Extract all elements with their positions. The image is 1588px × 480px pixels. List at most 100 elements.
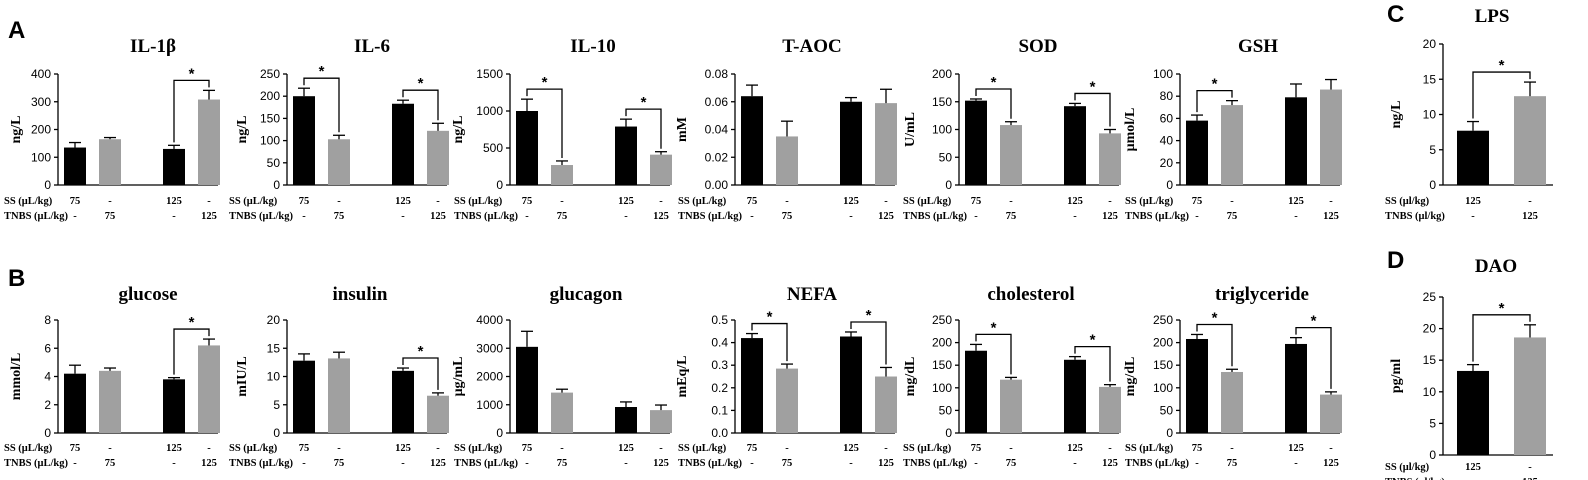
- y-axis-label: mg/dL: [1123, 357, 1138, 397]
- y-tick-label: 15: [267, 341, 281, 355]
- condition-label-ss: SS (μl/kg): [1385, 196, 1430, 207]
- condition-value: 75: [334, 458, 345, 469]
- bar-ss: [516, 346, 538, 433]
- chart-title: NEFA: [787, 284, 838, 305]
- y-tick-label: 0.02: [705, 150, 729, 164]
- condition-value: 125: [1522, 211, 1538, 222]
- condition-label-tnbs: TNBS (μL/kg): [903, 211, 968, 222]
- y-tick-label: 10: [267, 370, 281, 384]
- significance-star: *: [418, 343, 424, 360]
- bar-ss: [293, 96, 315, 185]
- bar-tnbs: [328, 358, 350, 433]
- y-tick-label: 20: [1160, 156, 1174, 170]
- condition-value: 75: [299, 443, 310, 454]
- condition-value: -: [207, 443, 211, 454]
- condition-value: 125: [1465, 196, 1481, 207]
- significance-bracket: [1295, 326, 1332, 389]
- bar-ss: [163, 379, 185, 433]
- condition-label-ss: SS (μL/kg): [454, 196, 503, 207]
- y-tick-label: 0: [273, 426, 280, 440]
- condition-value: 125: [843, 443, 859, 454]
- condition-value: -: [525, 458, 529, 469]
- bar-ss: [392, 103, 414, 185]
- y-tick-label: 250: [932, 313, 952, 327]
- chart-title: T-AOC: [782, 36, 841, 57]
- y-tick-label: 50: [1160, 403, 1174, 417]
- significance-bracket: [975, 333, 1012, 375]
- condition-value: 75: [557, 211, 568, 222]
- significance-bracket: [1074, 345, 1111, 382]
- y-tick-label: 40: [1160, 134, 1174, 148]
- condition-value: 125: [395, 443, 411, 454]
- bar-tnbs: [1514, 337, 1546, 455]
- condition-value: -: [750, 211, 754, 222]
- condition-value: 75: [1227, 458, 1238, 469]
- condition-value: 75: [299, 196, 310, 207]
- condition-value: 125: [166, 196, 182, 207]
- y-axis-label: ng/L: [9, 115, 24, 143]
- y-axis-label: ng/L: [451, 115, 466, 143]
- condition-label-tnbs: TNBS (μL/kg): [454, 458, 519, 469]
- significance-star: *: [1499, 300, 1505, 317]
- y-tick-label: 0: [273, 178, 280, 192]
- panel-letter: C: [1387, 1, 1404, 28]
- y-tick-label: 0.5: [711, 313, 728, 327]
- y-tick-label: 200: [260, 89, 280, 103]
- condition-value: -: [1195, 458, 1199, 469]
- y-tick-label: 15: [1423, 353, 1437, 367]
- bar-ss: [293, 360, 315, 433]
- y-tick-label: 200: [932, 67, 952, 81]
- condition-value: -: [1009, 443, 1013, 454]
- y-tick-label: 5: [273, 398, 280, 412]
- condition-label-ss: SS (μL/kg): [678, 443, 727, 454]
- condition-label-ss: SS (μL/kg): [4, 443, 53, 454]
- y-tick-label: 25: [1423, 290, 1437, 304]
- bar-ss: [1186, 120, 1208, 185]
- significance-bracket: [173, 79, 210, 143]
- y-tick-label: 0.2: [711, 381, 728, 395]
- chart-title: glucose: [118, 284, 177, 305]
- chart-insulin: insulin mIU/L 0 5 10 15 20 * SS (μL/kg) TNBS (μL/…: [229, 284, 449, 469]
- condition-label-ss: SS (μl/kg): [1385, 462, 1430, 473]
- condition-value: -: [560, 196, 564, 207]
- y-tick-label: 4: [44, 370, 51, 384]
- condition-value: -: [337, 196, 341, 207]
- y-tick-label: 2: [44, 398, 51, 412]
- bar-ss: [1285, 97, 1307, 185]
- significance-star: *: [319, 63, 325, 80]
- condition-label-ss: SS (μL/kg): [678, 196, 727, 207]
- condition-label-tnbs: TNBS (μl/kg): [1385, 211, 1445, 222]
- y-axis-label: U/mL: [903, 112, 918, 147]
- significance-star: *: [189, 314, 195, 331]
- chart-title: cholesterol: [987, 284, 1074, 305]
- chart-title: insulin: [333, 284, 388, 305]
- condition-value: -: [1230, 443, 1234, 454]
- condition-value: 125: [1288, 443, 1304, 454]
- condition-value: -: [436, 196, 440, 207]
- significance-star: *: [991, 319, 997, 336]
- bar-ss: [965, 350, 987, 433]
- condition-value: -: [401, 458, 405, 469]
- condition-label-tnbs: TNBS (μl/kg): [1385, 477, 1445, 480]
- condition-value: 75: [1006, 458, 1017, 469]
- y-tick-label: 8: [44, 313, 51, 327]
- condition-value: -: [849, 458, 853, 469]
- chart-lps: C LPS ng/L 0 5 10 15 20 * SS (μl/kg) TNBS (μl/kg) 1…: [1385, 1, 1553, 222]
- condition-value: -: [560, 443, 564, 454]
- significance-star: *: [1212, 76, 1218, 93]
- chart-il-1-: A IL-1β ng/L 0 100 200 300 400 * SS (μL/kg) TNBS (…: [4, 17, 220, 222]
- y-tick-label: 1000: [476, 398, 503, 412]
- condition-value: -: [884, 443, 888, 454]
- y-tick-label: 250: [260, 67, 280, 81]
- condition-value: -: [302, 458, 306, 469]
- chart-il-10: IL-10 ng/L 0 500 1000 1500 * * SS (μL/kg) TNBS (μ…: [451, 36, 672, 222]
- y-tick-label: 5: [1429, 416, 1436, 430]
- condition-label-tnbs: TNBS (μL/kg): [4, 211, 69, 222]
- significance-bracket: [526, 88, 563, 158]
- significance-bracket: [173, 328, 210, 375]
- y-tick-label: 150: [1153, 358, 1173, 372]
- bar-tnbs: [328, 139, 350, 185]
- bar-ss: [1457, 130, 1489, 185]
- chart-triglyceride: triglyceride mg/dL 0 50 100 150 200 250 * * SS (μL…: [1123, 284, 1342, 469]
- significance-bracket: [1074, 92, 1111, 127]
